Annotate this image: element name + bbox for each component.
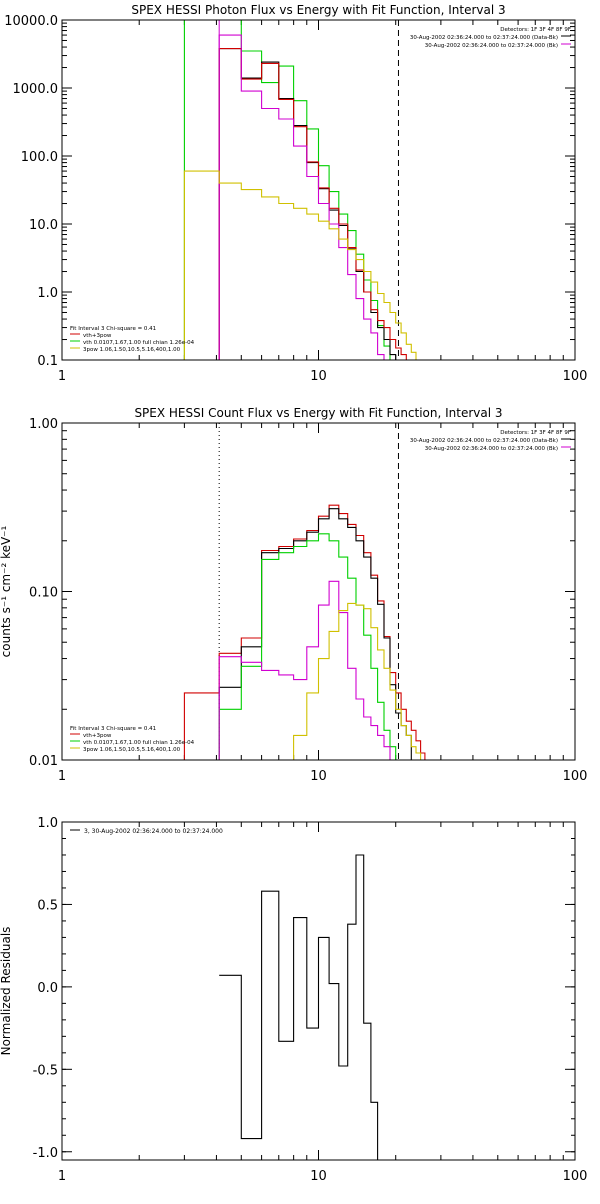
x-tick-label: 1 — [58, 769, 66, 784]
series-1-line — [183, 20, 412, 360]
series-5-line — [183, 170, 426, 360]
x-tick-label: 10 — [310, 769, 327, 784]
legend-upper-entry: 30-Aug-2002 02:36:24.000 to 02:37:24.000… — [425, 446, 558, 452]
y-tick-label: 10000.0 — [4, 14, 58, 29]
y-tick-label: 1000.0 — [13, 82, 59, 97]
series-2-line — [218, 48, 412, 360]
legend-upper-entry: 30-Aug-2002 02:36:24.000 to 02:37:24.000… — [425, 43, 558, 49]
plot-frame — [61, 19, 576, 361]
series-3-line — [218, 533, 407, 760]
series-1-line — [219, 854, 385, 1160]
series-group — [219, 854, 385, 1160]
legend-lower-entry: vth 0.0107,1.67,1.00 full chian 1.26e-04 — [83, 340, 195, 346]
plot-frame — [61, 422, 576, 761]
x-tick-label: 100 — [563, 1169, 588, 1184]
y-tick-label: 0.5 — [37, 898, 58, 913]
legend-upper-entry: Detectors: 1F 3F 4F 8F 9F — [500, 27, 571, 33]
legend-upper-entry: 30-Aug-2002 02:36:24.000 to 02:37:24.000… — [410, 438, 558, 444]
x-tick-label: 100 — [563, 369, 588, 384]
legend-lower-entry: Fit Interval 3 Chi-square = 0.41 — [70, 326, 156, 332]
series-2-line — [218, 508, 412, 760]
x-tick-label: 1 — [58, 369, 66, 384]
y-tick-label: 0.10 — [29, 586, 58, 601]
y-tick-label: -0.5 — [33, 1063, 58, 1078]
x-tick-label: 10 — [310, 1169, 327, 1184]
series-3-line — [218, 48, 426, 360]
x-tick-label: 1 — [58, 1169, 66, 1184]
legend-lower-entry: Fit Interval 3 Chi-square = 0.41 — [70, 726, 156, 732]
series-4-line — [218, 580, 400, 760]
series-4-line — [218, 34, 400, 360]
x-tick-label: 10 — [310, 369, 327, 384]
legend-lower-entry: 3pow 1.06,1.50,10.5,5.16,400,1.00 — [83, 347, 181, 353]
chart-title: SPEX HESSI Count Flux vs Energy with Fit… — [134, 406, 502, 420]
y-tick-label: 1.00 — [29, 417, 58, 432]
y-tick-label: -1.0 — [33, 1146, 58, 1161]
series-group — [183, 504, 426, 760]
y-tick-label: 1.0 — [37, 286, 58, 301]
y-tick-label: 0.1 — [37, 354, 58, 369]
legend-lower-entry: vth+3pow — [83, 733, 112, 739]
legend-lower-entry: vth+3pow — [83, 333, 112, 339]
legend-lower-entry: vth 0.0107,1.67,1.00 full chian 1.26e-04 — [83, 740, 195, 746]
series-group — [183, 20, 426, 360]
legend-upper-entry: Detectors: 1F 3F 4F 8F 9F — [500, 430, 571, 436]
y-tick-label: 0.01 — [29, 754, 58, 769]
legend-upper-entry: 30-Aug-2002 02:36:24.000 to 02:37:24.000… — [410, 35, 558, 41]
series-5-line — [240, 602, 426, 760]
plot-2: SPEX HESSI Count Flux vs Energy with Fit… — [0, 406, 587, 784]
y-tick-label: 0.0 — [37, 981, 58, 996]
y-axis-label: Normalized Residuals — [0, 927, 13, 1056]
legend-lower-entry: 3pow 1.06,1.50,10.5,5.16,400,1.00 — [83, 747, 181, 753]
y-tick-label: 100.0 — [21, 150, 58, 165]
y-tick-label: 1.0 — [37, 816, 58, 831]
x-tick-label: 100 — [563, 769, 588, 784]
plot-frame — [61, 821, 576, 1161]
plot-1: SPEX HESSI Photon Flux vs Energy with Fi… — [4, 3, 587, 384]
y-axis-label: counts s⁻¹ cm⁻² keV⁻¹ — [0, 525, 13, 657]
plot-3: Normalized Residuals 1 10 100 -1.0 -0.5 0.0 0.5… — [0, 816, 587, 1184]
y-tick-label: 10.0 — [29, 218, 58, 233]
legend-upper-entry: 3, 30-Aug-2002 02:36:24.000 to 02:37:24.… — [84, 828, 223, 835]
series-1-line — [183, 504, 426, 760]
chart-title: SPEX HESSI Photon Flux vs Energy with Fi… — [131, 3, 505, 17]
